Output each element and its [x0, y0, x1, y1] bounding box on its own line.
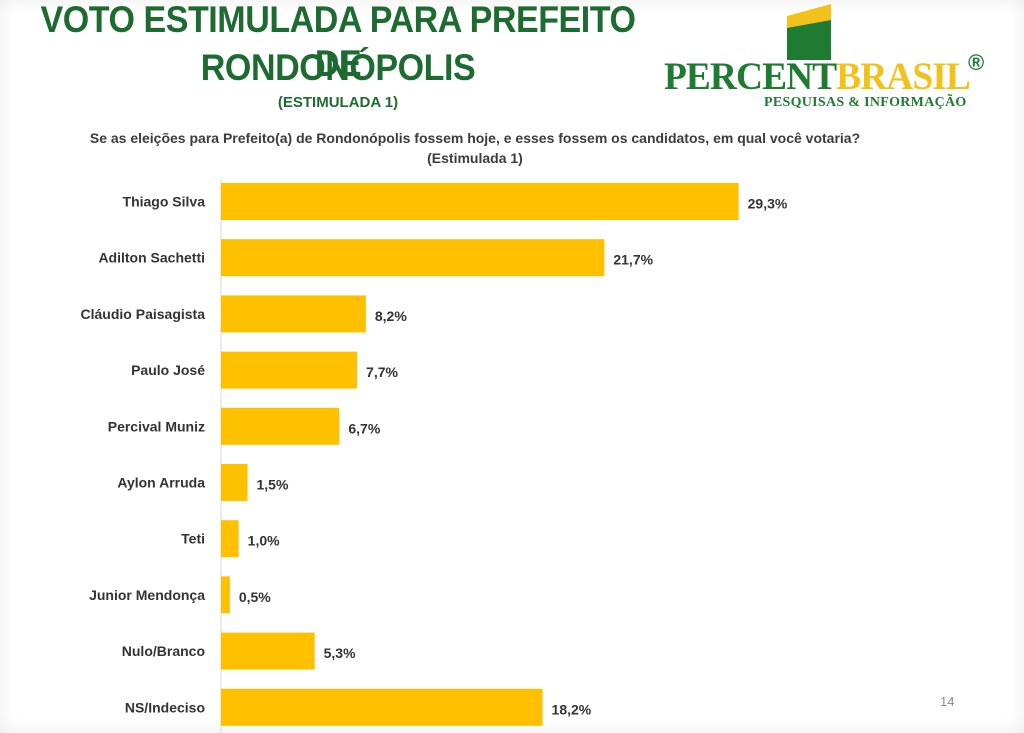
bar: [221, 407, 340, 445]
data-label: 5,3%: [324, 645, 356, 661]
category-label: Cláudio Paisagista: [81, 306, 206, 322]
bar: [221, 688, 543, 726]
page-number: 14: [940, 694, 955, 709]
category-label: Paulo José: [131, 362, 205, 378]
logo-brasil-text: BRASIL: [836, 55, 971, 98]
registered-mark: ®: [968, 50, 985, 75]
bar: [221, 295, 366, 333]
bar: [221, 576, 230, 614]
category-label: Percival Muniz: [108, 418, 205, 434]
data-label: 6,7%: [348, 420, 380, 436]
bar: [221, 351, 358, 389]
data-label: 7,7%: [366, 364, 398, 380]
data-label: 29,3%: [748, 196, 788, 212]
data-label: 18,2%: [552, 701, 592, 717]
bar: [221, 239, 605, 277]
chart-question: Se as eleições para Prefeito(a) de Rondo…: [89, 130, 861, 166]
category-label: Adilton Sachetti: [98, 250, 205, 266]
logo-tagline: PESQUISAS & INFORMAÇÃO: [764, 95, 967, 110]
category-label: NS/Indeciso: [125, 699, 205, 715]
data-label: 1,5%: [257, 477, 289, 493]
logo-percent-text: PERCENT: [664, 55, 837, 98]
data-label: 1,0%: [248, 533, 280, 549]
data-label: 0,5%: [239, 589, 271, 605]
page-subtitle: (ESTIMULADA 1): [277, 94, 399, 111]
flag-icon: [787, 4, 831, 60]
category-label: Teti: [181, 531, 205, 547]
percentbrasil-logo: PERCENTBRASIL ® PESQUISAS & INFORMAÇÃO: [660, 2, 1000, 114]
category-label: Aylon Arruda: [117, 475, 205, 491]
data-label: 21,7%: [613, 252, 653, 268]
bar: [221, 183, 739, 220]
page-title-line-2: RONDONÓPOLIS: [200, 47, 476, 88]
data-label: 8,2%: [375, 308, 407, 324]
category-label: Thiago Silva: [123, 194, 206, 210]
logo-wordmark: PERCENTBRASIL: [664, 54, 971, 99]
bar: [221, 520, 239, 558]
category-label: Junior Mendonça: [89, 587, 205, 603]
category-label: Nulo/Branco: [122, 643, 205, 659]
bar: [221, 632, 315, 670]
bar: [221, 464, 248, 501]
page-title-line-1: VOTO ESTIMULADA PARA PREFEITO DE: [40, 0, 636, 84]
